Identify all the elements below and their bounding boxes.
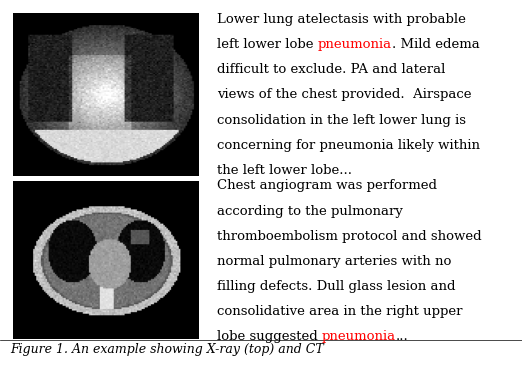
Text: pneumonia: pneumonia	[317, 38, 392, 51]
Text: . Mild edema: . Mild edema	[392, 38, 479, 51]
Text: the left lower lobe...: the left lower lobe...	[217, 164, 352, 177]
Text: left lower lobe: left lower lobe	[217, 38, 317, 51]
Text: Figure 1. An example showing X-ray (top) and CT: Figure 1. An example showing X-ray (top)…	[10, 343, 324, 356]
Text: views of the chest provided.  Airspace: views of the chest provided. Airspace	[217, 88, 471, 101]
Text: thromboembolism protocol and showed: thromboembolism protocol and showed	[217, 230, 481, 243]
Text: normal pulmonary arteries with no: normal pulmonary arteries with no	[217, 255, 451, 268]
Text: consolidation in the left lower lung is: consolidation in the left lower lung is	[217, 114, 466, 127]
Text: concerning for pneumonia likely within: concerning for pneumonia likely within	[217, 139, 480, 152]
Text: filling defects. Dull glass lesion and: filling defects. Dull glass lesion and	[217, 280, 455, 293]
Text: Lower lung atelectasis with probable: Lower lung atelectasis with probable	[217, 13, 466, 26]
Text: pneumonia: pneumonia	[322, 330, 396, 343]
Text: ...: ...	[396, 330, 409, 343]
Text: difficult to exclude. PA and lateral: difficult to exclude. PA and lateral	[217, 63, 445, 76]
Text: consolidative area in the right upper: consolidative area in the right upper	[217, 305, 462, 318]
Text: lobe suggested: lobe suggested	[217, 330, 322, 343]
Text: Chest angiogram was performed: Chest angiogram was performed	[217, 179, 436, 192]
Text: according to the pulmonary: according to the pulmonary	[217, 205, 402, 218]
